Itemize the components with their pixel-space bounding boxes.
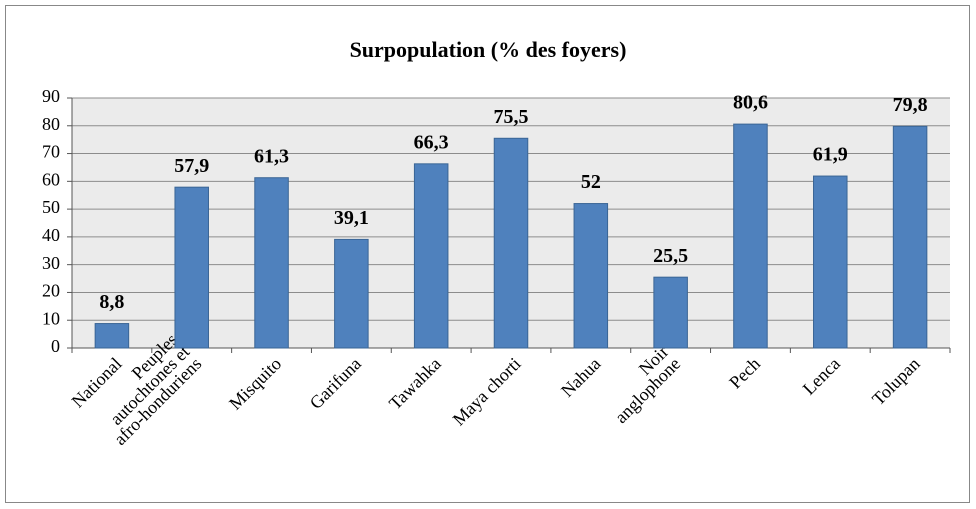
y-tick-label: 40: [42, 225, 60, 245]
bar: [573, 203, 609, 349]
data-label: 61,9: [813, 144, 848, 166]
bar: [733, 123, 768, 349]
data-label: 25,5: [653, 245, 688, 267]
y-tick-label: 20: [42, 281, 60, 301]
bar: [254, 177, 289, 349]
data-label: 57,9: [174, 155, 209, 177]
data-label: 80,6: [733, 92, 768, 114]
y-tick-label: 60: [42, 169, 60, 189]
data-label: 39,1: [334, 207, 369, 229]
bar: [493, 137, 529, 349]
data-label: 66,3: [414, 131, 449, 153]
y-tick-label: 30: [42, 253, 60, 273]
bar: [334, 238, 369, 349]
y-tick-label: 70: [42, 142, 60, 162]
bar: [892, 125, 928, 349]
bar: [174, 186, 209, 349]
y-tick-label: 0: [51, 336, 60, 356]
bar: [94, 323, 130, 349]
y-tick-label: 10: [42, 308, 60, 328]
data-label: 52: [581, 171, 601, 193]
data-label: 79,8: [893, 94, 928, 116]
data-label: 8,8: [99, 291, 124, 313]
chart-title: Surpopulation (% des foyers): [350, 37, 627, 62]
y-tick-label: 50: [42, 197, 60, 217]
y-tick-label: 90: [42, 86, 60, 106]
bar: [813, 175, 848, 349]
bar: [413, 163, 449, 349]
data-label: 61,3: [254, 145, 289, 167]
data-label: 75,5: [494, 106, 529, 128]
y-tick-label: 80: [42, 114, 60, 134]
bar: [653, 276, 688, 349]
